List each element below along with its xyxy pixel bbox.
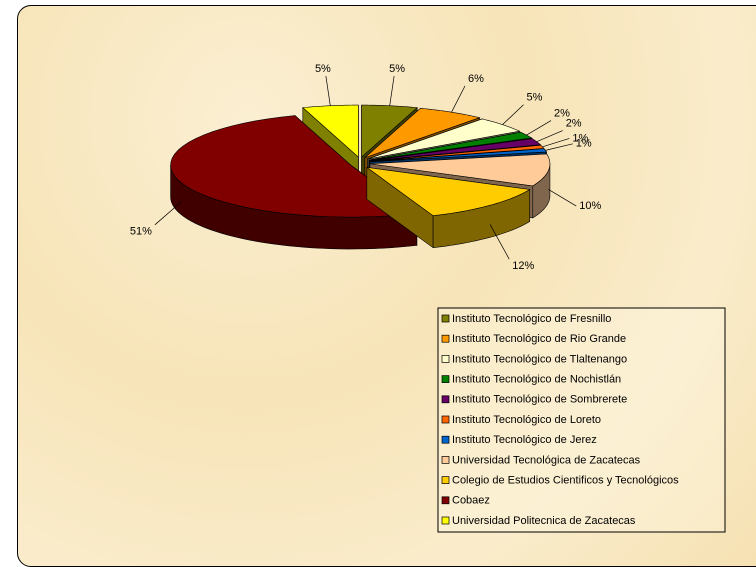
leader-line [545, 143, 573, 151]
leader-line [502, 104, 524, 125]
data-label: 2% [554, 108, 570, 120]
legend-swatch [441, 334, 450, 343]
pie [170, 104, 551, 250]
legend-swatch [441, 516, 450, 525]
leader-line [389, 76, 395, 106]
data-label: 5% [389, 63, 405, 75]
legend: Instituto Tecnológico de Fresnillo Instit… [441, 313, 679, 527]
legend-swatch [441, 395, 450, 404]
legend-swatch [441, 496, 450, 505]
slice [367, 118, 521, 160]
legend-swatch [441, 375, 450, 383]
chart-area [17, 5, 756, 567]
legend-label: Colegio de Estudios Cientificos y Tecnol… [452, 475, 679, 487]
data-label: 1% [572, 132, 588, 144]
legend-swatch [441, 415, 450, 424]
labels: 5%6%5%2%2%1%1%10%12%51%5% [130, 63, 602, 272]
data-label: 51% [130, 226, 152, 238]
legend-label: Instituto Tecnológico de Tlaltenango [452, 353, 627, 365]
leader-line [154, 201, 182, 226]
slice [366, 167, 531, 217]
data-label: 6% [468, 73, 484, 85]
leader-line [526, 120, 552, 136]
legend-swatch [441, 456, 450, 464]
legend-label: Instituto Tecnológico de Loreto [452, 414, 601, 426]
legend-label: Instituto Tecnológico de Sombrerete [452, 394, 627, 406]
data-label: 5% [527, 92, 543, 104]
legend-label: Cobaez [452, 495, 490, 507]
legend-label: Instituto Tecnológico de Fresnillo [452, 313, 611, 325]
legend-label: Instituto Tecnológico de Rio Grande [452, 333, 626, 345]
data-label: 2% [566, 118, 582, 130]
legend-swatch [441, 314, 450, 323]
legend-label: Universidad Tecnológica de Zacatecas [452, 454, 641, 466]
slice [170, 115, 418, 218]
leader-line [536, 130, 563, 142]
legend-label: Instituto Tecnológico de Jerez [452, 434, 597, 446]
slice [368, 131, 533, 161]
legend-swatch [441, 355, 450, 363]
leader-line [548, 189, 577, 207]
leader-line [451, 85, 466, 113]
legend-swatch [441, 435, 450, 444]
slice [369, 148, 548, 162]
leader-line [325, 76, 331, 106]
data-label: 5% [315, 63, 331, 75]
slice [369, 153, 551, 187]
legend-label: Instituto Tecnológico de Nochistlán [452, 374, 621, 386]
legend-label: Universidad Politecnica de Zacatecas [452, 515, 636, 527]
legend-swatch [441, 476, 450, 484]
leader-line [489, 224, 510, 260]
leader-line [542, 138, 570, 148]
data-label: 10% [579, 200, 601, 212]
legend-box [437, 307, 726, 533]
chart: 5%6%5%2%2%1%1%10%12%51%5% Instituto Tecn… [130, 63, 726, 533]
data-label: 12% [512, 260, 534, 272]
data-label: 1% [576, 138, 592, 150]
